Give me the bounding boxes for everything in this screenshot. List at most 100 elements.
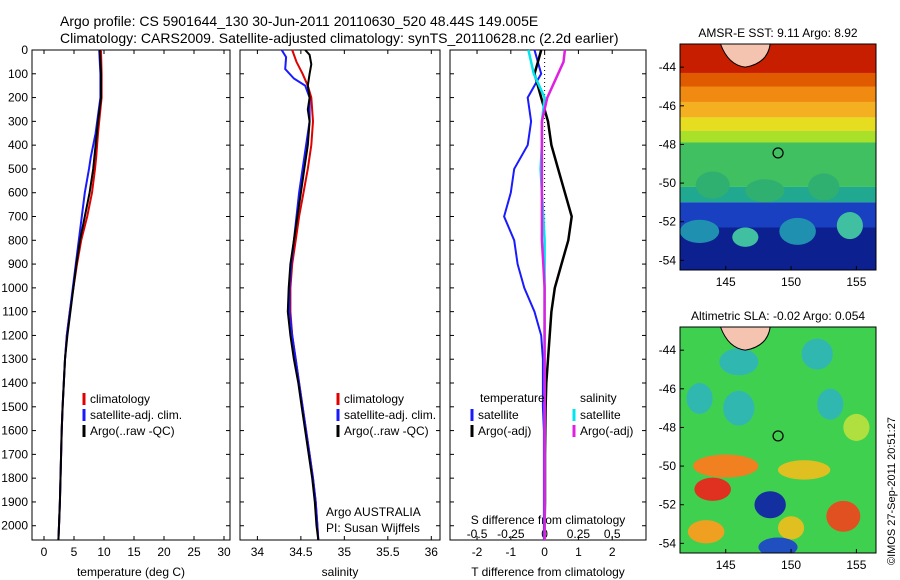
diff-xtick-label: -2	[472, 545, 483, 559]
temp-legend-label-0: climatology	[90, 392, 150, 406]
diff-legend-temp-header: temperature	[480, 391, 545, 405]
sst-band-0	[680, 44, 876, 73]
diff-legend-sal-label-0: satellite	[580, 408, 621, 422]
temp-ytick-label: 400	[8, 138, 28, 152]
sal-annotation-2: PI: Susan Wijffels	[326, 521, 420, 535]
sla-blob-11	[778, 516, 805, 540]
temp-series-1	[57, 49, 102, 541]
sst-ytick-label: -52	[659, 215, 677, 229]
sal-xtick-label: 35	[338, 545, 352, 559]
sst-ytick-label: -54	[659, 253, 677, 267]
temp-ytick-label: 1500	[1, 400, 28, 414]
sla-map-title: Altimetric SLA: -0.02 Argo: 0.054	[691, 309, 865, 323]
diff-stick-label: -0.5	[467, 527, 488, 541]
land-tasmania	[719, 327, 771, 351]
sst-argo-marker	[772, 147, 784, 159]
temp-ytick-label: 800	[8, 233, 28, 247]
sst-ytick-label: -46	[659, 99, 677, 113]
sla-blob-8	[694, 477, 731, 501]
sst-blob-1	[745, 179, 785, 203]
sal-legend-label-2: Argo(..raw -QC)	[344, 424, 429, 438]
sla-blob-12	[687, 520, 725, 544]
diff-legend-sal-header: salinity	[580, 391, 617, 405]
sal-xtick-label: 34	[251, 545, 265, 559]
sla-ytick-label: -54	[659, 536, 677, 550]
sst-blob-5	[779, 217, 816, 245]
sla-xtick-label: 145	[716, 558, 736, 572]
sal-legend-label-1: satellite-adj. clim.	[344, 408, 436, 422]
temp-xtick-label: 0	[41, 545, 48, 559]
sst-blob-0	[695, 171, 730, 199]
temp-legend-label-2: Argo(..raw -QC)	[90, 424, 175, 438]
sal-xtick-label: 36	[425, 545, 439, 559]
sst-ytick-label: -50	[659, 176, 677, 190]
figure-title-line1: Argo profile: CS 5901644_130 30-Jun-2011…	[60, 13, 539, 29]
diff-xlabel: T difference from climatology	[471, 565, 625, 579]
difference-plot-frame	[449, 49, 647, 541]
sla-blob-4	[817, 388, 844, 420]
temp-ytick-label: 200	[8, 91, 28, 105]
diff-xtick-label: 1	[575, 545, 582, 559]
sla-blob-13	[758, 537, 798, 553]
sst-map-frame	[679, 43, 877, 271]
sla-xtick-label: 155	[846, 558, 866, 572]
sst-ytick-label: -44	[659, 60, 677, 74]
temp-xtick-label: 15	[127, 545, 141, 559]
sla-map	[680, 327, 876, 553]
sst-band-1	[680, 72, 876, 87]
watermark: ©IMOS 27-Sep-2011 20:51:27	[886, 417, 898, 565]
sla-blob-9	[754, 491, 786, 519]
sal-xtick-label: 34.5	[289, 545, 313, 559]
diff-stick-label: -0.25	[497, 527, 525, 541]
sst-blob-4	[732, 227, 759, 247]
land-tasmania	[719, 44, 771, 68]
temp-ytick-label: 100	[8, 67, 28, 81]
sla-ytick-label: -46	[659, 382, 677, 396]
sla-blob-0	[719, 348, 759, 376]
temp-ytick-label: 0	[21, 43, 28, 57]
sst-xtick-label: 145	[716, 275, 736, 289]
temp-ytick-label: 1300	[1, 352, 28, 366]
diff-series-T-sat	[503, 49, 545, 540]
temp-xlabel: temperature (deg C)	[77, 565, 185, 579]
sst-blob-3	[680, 219, 720, 243]
diff-legend-temp-label-1: Argo(-adj)	[478, 424, 531, 438]
diff-series-S-argo	[540, 49, 567, 540]
temp-xtick-label: 25	[187, 545, 201, 559]
sla-blob-2	[686, 383, 713, 414]
sal-xtick-label: 35.5	[376, 545, 400, 559]
sla-blob-6	[693, 454, 759, 478]
sla-ytick-label: -50	[659, 459, 677, 473]
temp-ytick-label: 1000	[1, 281, 28, 295]
sst-band-4	[680, 117, 876, 131]
temp-xtick-label: 10	[97, 545, 111, 559]
sst-band-3	[680, 101, 876, 118]
temp-ytick-label: 300	[8, 114, 28, 128]
sla-ytick-label: -44	[659, 343, 677, 357]
diff-xtick-label: 2	[609, 545, 616, 559]
sst-xtick-label: 150	[781, 275, 801, 289]
temp-ytick-label: 1200	[1, 328, 28, 342]
temp-ytick-label: 2000	[1, 519, 28, 533]
temp-ytick-label: 1600	[1, 424, 28, 438]
sst-blob-6	[836, 212, 863, 240]
sst-map	[680, 44, 876, 270]
diff-stick-label: 0.25	[567, 527, 591, 541]
temp-ytick-label: 1400	[1, 376, 28, 390]
sal-annotation-1: Argo AUSTRALIA	[326, 505, 421, 519]
temp-ytick-label: 500	[8, 162, 28, 176]
temp-series-0	[57, 49, 103, 541]
sla-blob-7	[778, 460, 831, 480]
sst-band-5	[680, 130, 876, 143]
sal-series-0	[289, 49, 320, 541]
sla-argo-marker	[772, 430, 784, 442]
temp-series-2	[57, 49, 102, 541]
diff-legend-temp-label-0: satellite	[478, 408, 519, 422]
temp-plot-frame	[31, 49, 231, 541]
diff-series-T-argo	[533, 49, 573, 540]
sst-map-title: AMSR-E SST: 9.11 Argo: 8.92	[698, 26, 858, 40]
temp-xtick-label: 20	[157, 545, 171, 559]
diff-xtick-label: 0	[541, 545, 548, 559]
temp-ytick-label: 1800	[1, 471, 28, 485]
sla-map-frame	[679, 326, 877, 554]
